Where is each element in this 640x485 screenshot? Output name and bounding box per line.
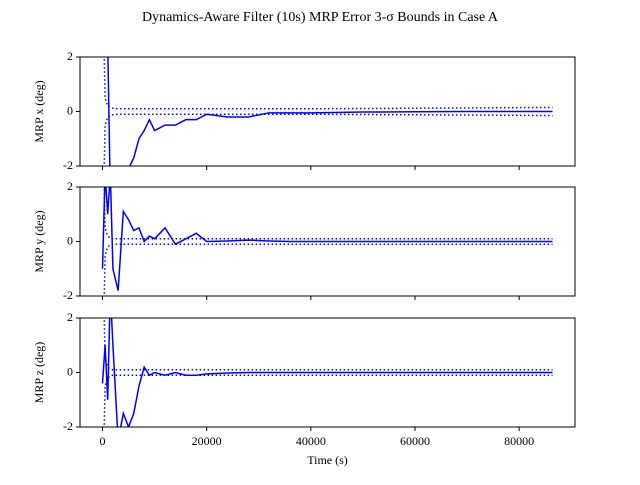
y-tick-label: 2 — [67, 49, 73, 63]
y-tick-label: -2 — [63, 158, 73, 172]
plot-area — [101, 318, 553, 427]
bound-line — [103, 113, 553, 166]
bound-line — [103, 243, 553, 296]
plot-area — [101, 187, 553, 296]
y-axis-label: MRP z (deg) — [32, 342, 46, 404]
y-tick-label: 0 — [67, 364, 73, 378]
error-line — [101, 318, 553, 427]
bound-line — [103, 57, 553, 110]
x-tick-label: 0 — [100, 434, 106, 448]
y-tick-label: 2 — [67, 310, 73, 324]
y-tick-label: -2 — [63, 288, 73, 302]
y-axis-label: MRP x (deg) — [32, 80, 46, 142]
error-line — [101, 187, 553, 291]
figure-title: Dynamics-Aware Filter (10s) MRP Error 3-… — [142, 10, 499, 25]
y-tick-label: -2 — [63, 419, 73, 433]
x-tick-label: 20000 — [192, 434, 222, 448]
x-tick-label: 80000 — [504, 434, 534, 448]
x-tick-label: 40000 — [296, 434, 326, 448]
y-tick-label: 0 — [67, 103, 73, 117]
y-axis-label: MRP y (deg) — [32, 210, 46, 272]
bound-line — [103, 318, 553, 371]
y-tick-label: 0 — [67, 233, 73, 247]
x-tick-label: 60000 — [400, 434, 430, 448]
plot-area — [103, 57, 553, 166]
error-line — [107, 57, 553, 166]
x-axis-label: Time (s) — [307, 453, 348, 467]
y-tick-label: 2 — [67, 179, 73, 193]
bound-line — [103, 374, 553, 427]
bound-line — [103, 187, 553, 240]
